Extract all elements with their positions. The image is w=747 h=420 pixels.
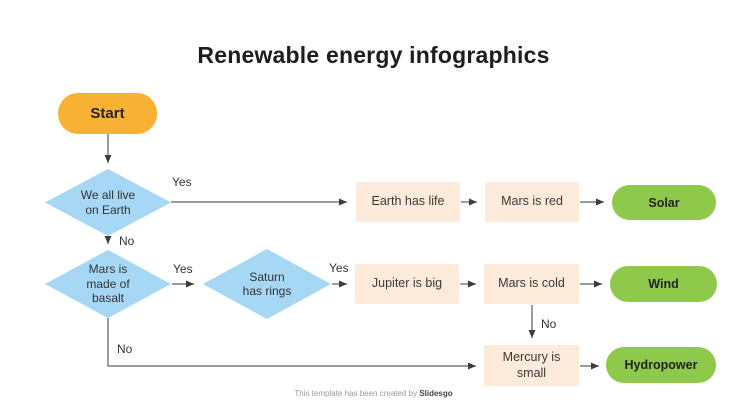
- edge-label-basalt-no: No: [117, 342, 133, 356]
- step-mars-is-cold: Mars is cold: [484, 264, 579, 304]
- result-solar: Solar: [612, 185, 716, 220]
- start-node: Start: [58, 93, 157, 134]
- edge-label-earth-yes: Yes: [172, 175, 192, 189]
- result-hydropower: Hydropower: [606, 347, 716, 383]
- footer-text: This template has been created by: [294, 389, 418, 398]
- edge-label-basalt-yes: Yes: [173, 262, 193, 276]
- edge-basalt-no-to-mercury: [107, 318, 476, 370]
- decision-mars-made-of-basalt: Mars is made of basalt: [45, 250, 171, 318]
- footer-brand: Slidesgo: [419, 389, 453, 398]
- edge-label-saturn-yes: Yes: [329, 261, 349, 275]
- result-wind: Wind: [610, 266, 717, 302]
- step-jupiter-is-big: Jupiter is big: [355, 264, 459, 304]
- edge-label-marscold-no: No: [541, 317, 557, 331]
- footer-credit: This template has been created by Slides…: [0, 389, 747, 398]
- page-title: Renewable energy infographics: [197, 42, 550, 68]
- edge-label-earth-no: No: [119, 234, 135, 248]
- step-mercury-is-small: Mercury is small: [484, 345, 579, 386]
- step-earth-has-life: Earth has life: [356, 182, 460, 222]
- decision-we-all-live-on-earth: We all live on Earth: [45, 169, 171, 236]
- decision-saturn-has-rings: Saturn has rings: [203, 249, 331, 319]
- step-mars-is-red: Mars is red: [485, 182, 579, 222]
